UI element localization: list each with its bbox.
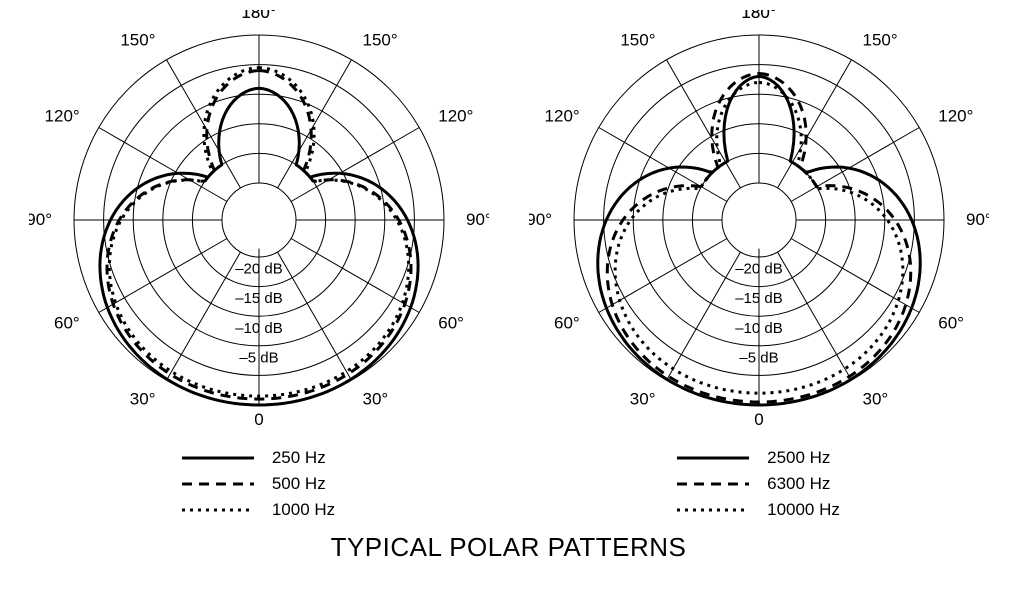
chart-left-block: –20 dB –15 dB –10 dB –5 dB 0 30° 30° 60° 60° 90° 9…	[29, 10, 489, 520]
polar-chart-left: –20 dB –15 dB –10 dB –5 dB 0 30° 30° 60° 60° 90° 9…	[29, 10, 489, 430]
legend-row: 500 Hz	[182, 474, 335, 494]
angle-label: 120°	[544, 107, 579, 126]
angle-label: 0	[254, 410, 263, 429]
db-ring-label: –10 dB	[235, 320, 283, 337]
angle-label: 60°	[438, 314, 464, 333]
angle-label: 120°	[44, 107, 79, 126]
legend-row: 1000 Hz	[182, 500, 335, 520]
angle-label: 90°	[966, 210, 989, 229]
angle-label: 120°	[438, 107, 473, 126]
angle-label: 120°	[938, 107, 973, 126]
angle-label: 60°	[938, 314, 964, 333]
chart-right-block: –20 dB –15 dB –10 dB –5 dB 0 30° 30° 60° 60° 90° 9…	[529, 10, 989, 520]
legend-row: 2500 Hz	[677, 448, 840, 468]
legend-right: 2500 Hz 6300 Hz 10000 Hz	[677, 448, 840, 520]
angle-label: 60°	[54, 314, 80, 333]
db-ring-label: –5 dB	[739, 349, 778, 366]
angle-label: 90°	[29, 210, 52, 229]
legend-label: 250 Hz	[272, 448, 326, 468]
legend-swatch-solid	[182, 451, 254, 465]
legend-swatch-dotted	[677, 503, 749, 517]
angle-label: 150°	[120, 31, 155, 50]
legend-label: 1000 Hz	[272, 500, 335, 520]
angle-label: 30°	[629, 389, 655, 408]
angle-label: 150°	[362, 31, 397, 50]
db-ring-label: –20 dB	[735, 261, 783, 278]
legend-swatch-dashed	[677, 477, 749, 491]
angle-label: 90°	[466, 210, 489, 229]
angle-label: 30°	[362, 389, 388, 408]
angle-label: 150°	[620, 31, 655, 50]
legend-swatch-solid	[677, 451, 749, 465]
db-ring-label: –20 dB	[235, 261, 283, 278]
angle-label: 150°	[862, 31, 897, 50]
db-ring-label: –15 dB	[235, 290, 283, 307]
legend-label: 500 Hz	[272, 474, 326, 494]
angle-label: 90°	[529, 210, 552, 229]
legend-row: 250 Hz	[182, 448, 335, 468]
legend-swatch-dashed	[182, 477, 254, 491]
charts-row: –20 dB –15 dB –10 dB –5 dB 0 30° 30° 60° 60° 90° 9…	[0, 0, 1017, 520]
db-ring-label: –15 dB	[735, 290, 783, 307]
legend-row: 6300 Hz	[677, 474, 840, 494]
legend-row: 10000 Hz	[677, 500, 840, 520]
legend-label: 6300 Hz	[767, 474, 830, 494]
legend-left: 250 Hz 500 Hz 1000 Hz	[182, 448, 335, 520]
legend-swatch-dotted	[182, 503, 254, 517]
db-ring-label: –5 dB	[239, 349, 278, 366]
main-title: TYPICAL POLAR PATTERNS	[0, 532, 1017, 563]
angle-label: 30°	[129, 389, 155, 408]
angle-label: 60°	[554, 314, 580, 333]
legend-label: 2500 Hz	[767, 448, 830, 468]
angle-label: 180°	[241, 10, 276, 22]
angle-label: 180°	[741, 10, 776, 22]
legend-label: 10000 Hz	[767, 500, 840, 520]
polar-chart-right: –20 dB –15 dB –10 dB –5 dB 0 30° 30° 60° 60° 90° 9…	[529, 10, 989, 430]
db-ring-label: –10 dB	[735, 320, 783, 337]
angle-label: 30°	[862, 389, 888, 408]
angle-label: 0	[754, 410, 763, 429]
